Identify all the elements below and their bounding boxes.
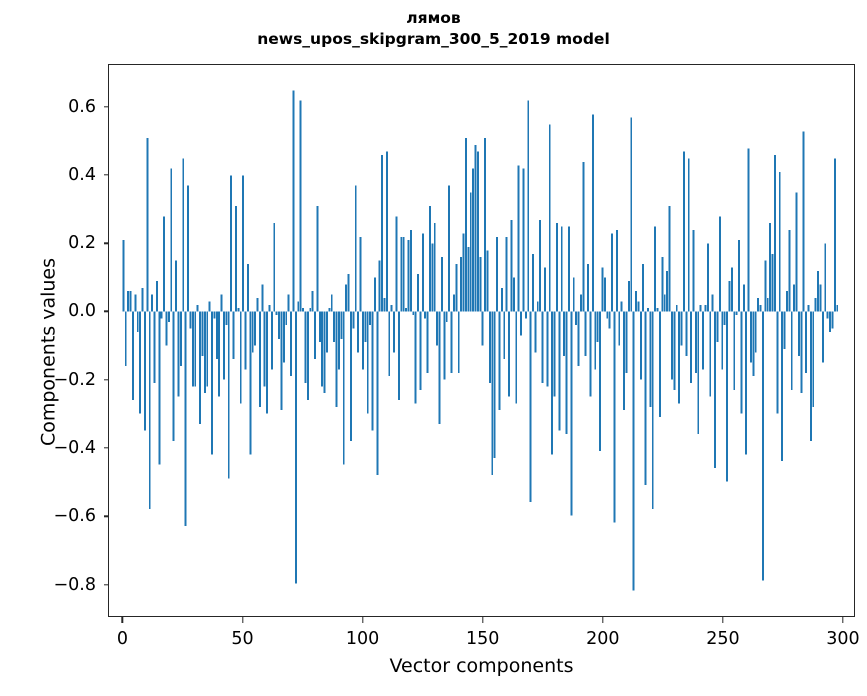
y-tick-label: −0.2 — [53, 369, 97, 390]
x-tick-label: 50 — [231, 629, 254, 649]
x-tick-mark — [602, 617, 604, 623]
plot-area — [108, 64, 855, 617]
x-tick-mark — [121, 617, 124, 623]
chart-title-line-2: news_upos_skipgram_300_5_2019 model — [257, 30, 610, 48]
y-tick-label: 0.2 — [68, 233, 96, 254]
x-tick-label: 100 — [345, 629, 380, 649]
y-tick-label: −0.8 — [53, 574, 97, 595]
x-tick-label: 250 — [706, 629, 740, 649]
y-tick-label: −0.4 — [53, 438, 97, 459]
y-axis-label: Components values — [37, 257, 60, 447]
x-tick-mark — [361, 617, 364, 623]
y-tick-mark — [104, 583, 110, 586]
x-tick-mark — [842, 617, 844, 623]
x-tick-label: 200 — [586, 629, 620, 649]
x-tick-mark — [722, 617, 724, 623]
y-tick-label: 0.4 — [68, 164, 96, 185]
y-tick-mark — [104, 447, 110, 449]
x-tick-label: 300 — [826, 629, 860, 649]
y-axis-tick-labels: 0.6 0.4 0.2 0.0 −0.2 −0.4 −0.6 −0.8 — [0, 0, 97, 696]
y-tick-label: 0.0 — [68, 301, 96, 322]
y-tick-mark — [104, 310, 110, 313]
x-tick-label: 150 — [465, 629, 500, 649]
y-tick-mark — [104, 242, 110, 244]
x-tick-mark — [481, 617, 484, 623]
chart-title: лямов news_upos_skipgram_300_5_2019 mode… — [0, 8, 867, 50]
y-tick-mark — [104, 379, 110, 381]
y-tick-label: −0.6 — [53, 506, 97, 527]
x-tick-mark — [241, 617, 244, 623]
y-tick-mark — [104, 105, 110, 108]
y-tick-label: 0.6 — [68, 96, 96, 117]
y-tick-mark — [104, 174, 110, 176]
y-tick-mark — [104, 515, 110, 517]
x-axis-label: Vector components — [389, 655, 574, 677]
x-tick-label: 0 — [116, 629, 128, 649]
chart-title-line-1: лямов — [406, 9, 461, 27]
bar-series — [122, 90, 839, 591]
